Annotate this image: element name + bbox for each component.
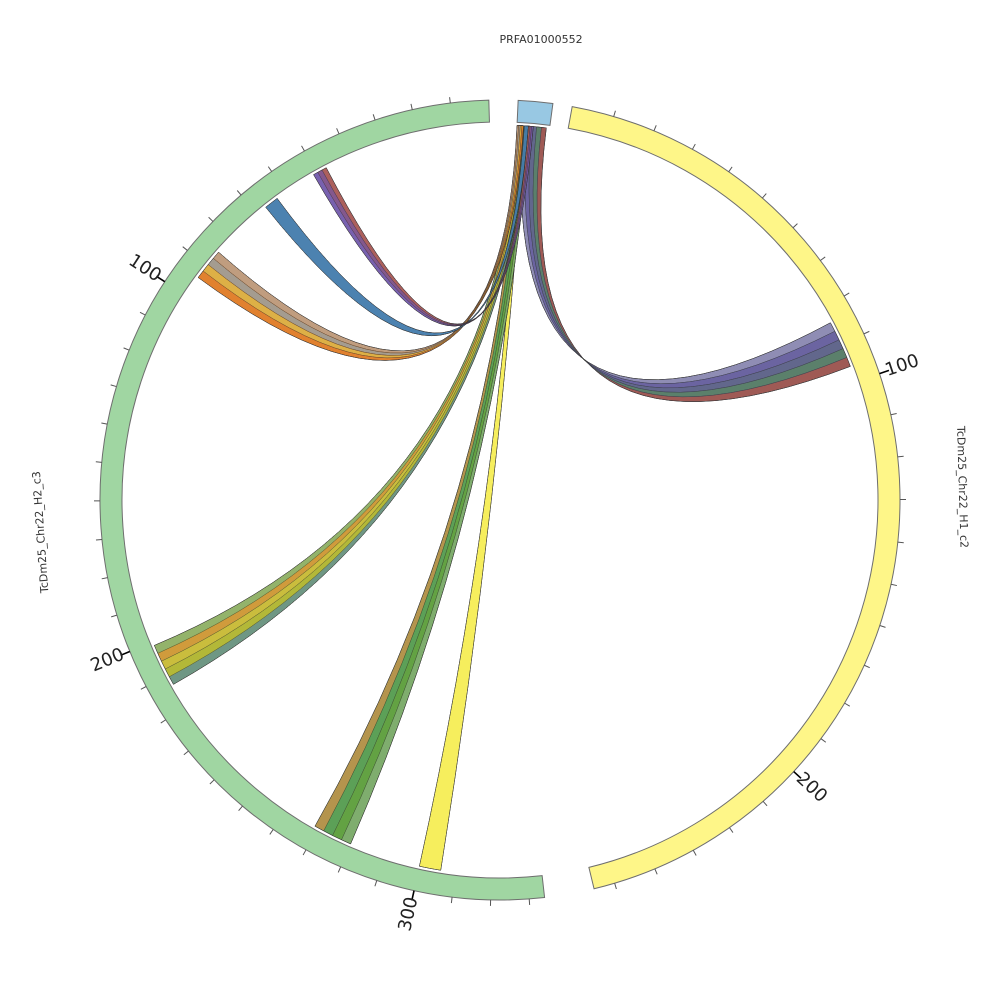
labels-layer: PRFA01000552 TcDm25_Chr22_H1_c2 TcDm25_C… bbox=[30, 33, 971, 933]
minor-tick bbox=[449, 97, 451, 104]
minor-tick bbox=[897, 455, 904, 458]
minor-tick bbox=[879, 625, 886, 628]
minor-tick bbox=[139, 311, 146, 316]
tick-label: 200 bbox=[792, 768, 831, 807]
minor-tick bbox=[450, 897, 453, 904]
major-tick bbox=[411, 890, 415, 901]
minor-tick bbox=[890, 412, 897, 416]
minor-tick bbox=[614, 883, 617, 890]
minor-tick bbox=[897, 541, 904, 544]
minor-tick bbox=[654, 868, 658, 875]
minor-tick bbox=[792, 223, 798, 229]
segment-label-prfa01000552: PRFA01000552 bbox=[500, 33, 583, 46]
minor-tick bbox=[110, 384, 117, 388]
tick-label: 100 bbox=[125, 250, 165, 286]
minor-tick bbox=[692, 849, 697, 856]
major-tick bbox=[793, 770, 802, 779]
minor-tick bbox=[209, 779, 215, 785]
minor-tick bbox=[729, 827, 734, 833]
PRFA01000552-to-H2_c3-block-e bbox=[265, 125, 529, 337]
segments-layer bbox=[99, 99, 901, 901]
major-tick bbox=[120, 650, 131, 657]
minor-tick bbox=[820, 738, 827, 743]
minor-tick bbox=[863, 330, 870, 335]
minor-tick bbox=[762, 800, 768, 807]
minor-tick bbox=[761, 193, 767, 199]
PRFA01000552-to-H2_c3-block-c bbox=[154, 125, 529, 685]
minor-tick bbox=[111, 614, 118, 618]
minor-tick bbox=[101, 577, 108, 580]
minor-tick bbox=[374, 880, 378, 887]
tick-label: 300 bbox=[394, 895, 422, 933]
minor-tick bbox=[336, 128, 340, 135]
tick-label: 200 bbox=[88, 644, 128, 676]
minor-tick bbox=[95, 461, 102, 463]
minor-tick bbox=[691, 143, 696, 150]
minor-tick bbox=[301, 145, 305, 152]
minor-tick bbox=[843, 292, 850, 297]
minor-tick bbox=[238, 805, 243, 811]
PRFA01000552-to-H2_c3-block-b bbox=[314, 125, 531, 845]
minor-tick bbox=[160, 719, 167, 724]
minor-tick bbox=[410, 103, 413, 110]
minor-tick bbox=[183, 750, 189, 756]
minor-tick bbox=[613, 110, 616, 117]
minor-tick bbox=[140, 686, 147, 690]
minor-tick bbox=[728, 166, 733, 173]
minor-tick bbox=[269, 829, 274, 835]
minor-tick bbox=[101, 422, 108, 425]
segment-tcdm25-chr22-h2-c3 bbox=[99, 99, 546, 901]
minor-tick bbox=[302, 849, 307, 856]
minor-tick bbox=[236, 190, 242, 196]
minor-tick bbox=[864, 664, 870, 669]
minor-tick bbox=[890, 583, 897, 587]
major-tick bbox=[879, 369, 890, 375]
minor-tick bbox=[372, 114, 376, 121]
minor-tick bbox=[337, 866, 342, 873]
minor-tick bbox=[208, 216, 214, 222]
minor-tick bbox=[182, 246, 188, 251]
PRFA01000552-to-H2_c3-block-f bbox=[313, 125, 534, 327]
segment-label-h2-c3: TcDm25_Chr22_H2_c3 bbox=[30, 471, 52, 595]
links-layer bbox=[154, 125, 851, 871]
segment-label-h1-c2: TcDm25_Chr22_H1_c2 bbox=[954, 425, 970, 548]
minor-tick bbox=[123, 347, 130, 351]
PRFA01000552-to-H1_c2 bbox=[520, 125, 851, 402]
minor-tick bbox=[267, 166, 273, 172]
minor-tick bbox=[653, 125, 657, 132]
minor-tick bbox=[95, 538, 102, 541]
minor-tick bbox=[820, 256, 826, 261]
ticks-layer bbox=[93, 97, 907, 906]
segment-prfa01000552 bbox=[516, 99, 554, 126]
tick-label: 100 bbox=[882, 350, 921, 381]
minor-tick bbox=[844, 702, 851, 707]
segment-tcdm25-chr22-h1-c2 bbox=[567, 105, 901, 890]
major-tick bbox=[155, 275, 166, 283]
